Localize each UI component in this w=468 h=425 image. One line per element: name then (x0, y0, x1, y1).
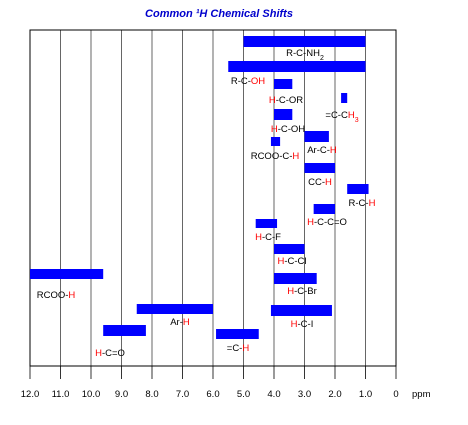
x-tick-label: 11.0 (52, 389, 70, 400)
shift-range-label: RCOO-C-H (251, 151, 300, 162)
shift-range-bar (274, 79, 293, 89)
label-segment: -C=O (102, 348, 125, 359)
x-tick-label: 10.0 (82, 389, 101, 400)
x-tick-label: 4.0 (267, 389, 280, 400)
label-segment: R-C- (349, 198, 369, 209)
label-segment: H (348, 110, 355, 121)
shift-range-label: R-C-OH (231, 76, 265, 87)
x-tick-label: 9.0 (115, 389, 128, 400)
label-segment: 3 (355, 117, 359, 124)
shift-range-bar (347, 184, 369, 194)
label-segment: H (95, 348, 102, 359)
label-segment: H (325, 177, 332, 188)
range-labels: R-C-NH2R-C-OHH-C-OR=C-CH3H-C-OHAr-C-HRCO… (37, 48, 376, 359)
shift-range-label: R-C-H (349, 198, 376, 209)
x-tick-label: 6.0 (206, 389, 219, 400)
label-segment: H (269, 95, 276, 106)
label-segment: R-C- (231, 76, 251, 87)
label-segment: -C-C=O (314, 217, 347, 228)
shift-range-label: RCOO-H (37, 290, 76, 301)
chart-title: Common ¹H Chemical Shifts (145, 8, 293, 20)
shift-range-label: CC-H (308, 177, 332, 188)
label-segment: H (277, 256, 284, 267)
label-segment: -C-Br (294, 286, 317, 297)
label-segment: H (271, 124, 278, 135)
shift-range-label: Ar-C-H (307, 145, 337, 156)
shift-range-label: H-C-Cl (277, 256, 306, 267)
x-tick-label: 2.0 (328, 389, 341, 400)
label-segment: Ar- (170, 317, 183, 328)
x-tick-label: 8.0 (145, 389, 158, 400)
x-tick-label: 1.0 (359, 389, 372, 400)
shift-range-bar (216, 329, 259, 339)
shift-range-label: H-C-OH (271, 124, 305, 135)
label-segment: -C-OH (278, 124, 306, 135)
shift-range-label: H-C-C=O (307, 217, 347, 228)
shift-range-label: H-C-F (255, 232, 281, 243)
x-axis: 12.0 11.0 10.0 9.0 8.0 7.0 6.0 5.0 4.0 3.0 2.0 1.0 0 (21, 366, 399, 400)
label-segment: -C-Cl (284, 256, 306, 267)
label-segment: R-C-NH (286, 48, 320, 59)
shift-range-bar (255, 219, 278, 228)
label-segment: H (292, 151, 299, 162)
shift-range-bar (274, 109, 293, 120)
shift-range-bar (274, 244, 305, 254)
shift-range-bar (313, 204, 335, 214)
shift-range-bar (274, 273, 317, 284)
shift-range-bar (304, 163, 335, 173)
shift-range-bar (341, 93, 348, 103)
shift-range-label: H-C-Br (287, 286, 317, 297)
shift-range-label: =C-H (227, 343, 250, 354)
x-tick-label: 3.0 (298, 389, 311, 400)
shift-range-label: H-C=O (95, 348, 125, 359)
label-segment: H (287, 286, 294, 297)
label-segment: -C-OR (276, 95, 304, 106)
label-segment: H (330, 145, 337, 156)
shift-range-label: Ar-H (170, 317, 190, 328)
shift-range-bar (136, 304, 213, 314)
x-tick-label: 7.0 (176, 389, 189, 400)
label-segment: OH (251, 76, 265, 87)
label-segment: RCOO- (37, 290, 69, 301)
label-segment: =C-C (325, 110, 348, 121)
x-tick-label: 12.0 (21, 389, 40, 400)
shift-range-bar (103, 325, 146, 336)
label-segment: CC- (308, 177, 325, 188)
label-segment: H (291, 319, 298, 330)
label-segment: Ar-C- (307, 145, 330, 156)
label-segment: -C-I (298, 319, 314, 330)
shift-range-bar (270, 305, 332, 316)
grid-lines (60, 30, 366, 366)
label-segment: RCOO-C- (251, 151, 293, 162)
shift-range-bar (30, 269, 104, 279)
label-segment: H (183, 317, 190, 328)
label-segment: H (255, 232, 262, 243)
x-tick-label: 5.0 (237, 389, 250, 400)
shift-range-bar (243, 36, 366, 47)
shift-range-label: =C-CH3 (325, 110, 358, 124)
shift-range-label: H-C-I (291, 319, 314, 330)
label-segment: H (68, 290, 75, 301)
label-segment: H (369, 198, 376, 209)
shift-range-label: H-C-OR (269, 95, 303, 106)
label-segment: 2 (320, 55, 324, 62)
shift-range-label: R-C-NH2 (286, 48, 324, 62)
shift-range-bar (304, 131, 329, 142)
shift-range-bar (270, 137, 281, 146)
label-segment: H (242, 343, 249, 354)
x-axis-label: ppm (412, 389, 431, 400)
label-segment: =C- (227, 343, 243, 354)
label-segment: -C-F (262, 232, 281, 243)
range-bars (30, 36, 369, 339)
shift-range-bar (228, 61, 366, 72)
x-tick-label: 0 (393, 389, 398, 400)
label-segment: H (307, 217, 314, 228)
